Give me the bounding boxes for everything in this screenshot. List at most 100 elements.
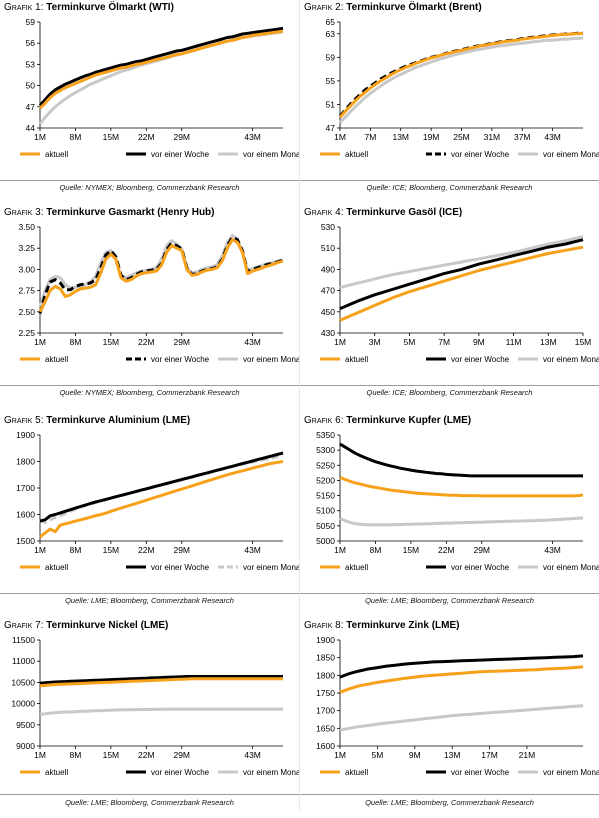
series-line-aktuell [339,665,584,694]
x-tick-label: 29M [473,545,490,555]
x-tick-label: 15M [103,337,120,347]
x-tick-label: 7M [438,337,450,347]
legend-label-vor-einem-monat: vor einem Monat [543,563,599,572]
x-tick-label: 1M [334,337,346,347]
x-tick-label: 15M [103,545,120,555]
series-line-vor-einem-monat [339,704,584,732]
chart-source: Quelle: LME; Bloomberg, Commerzbank Rese… [65,798,234,807]
y-tick-label: 1850 [316,653,335,663]
y-tick-label: 53 [26,59,36,69]
x-tick-label: 29M [173,337,190,347]
y-tick-label: 5150 [316,491,335,501]
legend-label-aktuell: aktuell [345,150,368,159]
y-tick-label: 1650 [316,723,335,733]
series-line-vor-einem-monat [339,235,584,289]
legend-label-vor-einer-woche: vor einer Woche [151,768,210,777]
x-tick-label: 43M [244,132,261,142]
x-tick-label: 29M [173,545,190,555]
series-line-aktuell [339,245,584,322]
legend-label-vor-einem-monat: vor einem Monat [243,355,299,364]
x-tick-label: 1M [34,545,46,555]
legend-label-vor-einem-monat: vor einem Monat [243,150,299,159]
x-tick-label: 5M [404,337,416,347]
chart-source: Quelle: ICE; Bloomberg, Commerzbank Rese… [366,388,533,397]
x-tick-label: 11M [506,337,522,347]
series-line-vor-einem-monat [339,516,584,527]
x-tick-label: 22M [138,132,155,142]
x-tick-label: 8M [70,132,82,142]
x-tick-label: 22M [438,545,455,555]
y-tick-label: 44 [26,123,36,133]
chart-title: Grafik 2: Terminkurve Ölmarkt (Brent) [304,2,482,13]
y-tick-label: 430 [321,328,335,338]
series-line-aktuell [339,476,584,498]
chart-title: Grafik 6: Terminkurve Kupfer (LME) [304,415,472,426]
legend-label-aktuell: aktuell [45,355,68,364]
legend-label-aktuell: aktuell [45,768,68,777]
y-tick-label: 1800 [16,457,35,467]
chart-kupfer: 5000 5050 5100 5150 5200 5250 5300 5350 1M 8M 15M 2… [316,430,599,572]
y-tick-label: 5100 [316,506,335,516]
x-tick-label: 13M [444,750,461,760]
chart-panel-henry-hub: Grafik 3: Terminkurve Gasmarkt (Henry Hub… [0,205,299,405]
chart-title: Grafik 3: Terminkurve Gasmarkt (Henry Hub… [4,207,215,218]
series-line-vor-einer-woche [339,238,584,310]
chart-source: Quelle: LME; Bloomberg, Commerzbank Rese… [65,596,234,605]
y-tick-label: 2.75 [18,286,35,296]
series-line-vor-einer-woche [38,235,284,314]
x-tick-label: 15M [103,132,120,142]
x-tick-label: 43M [244,337,261,347]
y-tick-label: 5300 [316,445,335,455]
y-tick-label: 1900 [316,635,335,645]
legend-label-aktuell: aktuell [345,563,368,572]
y-tick-label: 47 [326,123,336,133]
chart-gasoel: 430 450 470 490 510 530 1M 3M 5M 7M 9M 11M 13M 15M akt… [320,222,599,364]
chart-nickel: 9000 9500 10000 10500 11000 11500 1M 8M 15M 22M 29… [11,635,299,777]
x-tick-label: 15M [575,337,592,347]
x-tick-label: 15M [403,545,420,555]
panel-rule [300,794,599,795]
x-tick-label: 3M [369,337,381,347]
y-tick-label: 2.50 [18,307,35,317]
x-tick-label: 13M [540,337,557,347]
chart-zink: 1600 1650 1700 1750 1800 1850 1900 1M 5M 9M 13M 17M… [316,635,599,777]
series-line-vor-einem-monat [39,707,283,717]
y-tick-label: 1600 [16,510,35,520]
x-tick-label: 21M [519,750,536,760]
chart-panel-kupfer: Grafik 6: Terminkurve Kupfer (LME) 5000 50… [300,413,599,613]
y-tick-label: 510 [321,243,335,253]
series-line-vor-einer-woche [338,31,583,118]
legend-label-vor-einer-woche: vor einer Woche [451,150,510,159]
y-tick-label: 50 [26,81,36,91]
x-tick-label: 17M [481,750,498,760]
series-line-vor-einem-monat [338,36,584,124]
chart-wti: 44 47 50 53 56 59 1M 8M 15M 22M 29M 43M aktuell vor e… [20,17,299,159]
x-tick-label: 1M [34,337,46,347]
y-tick-label: 63 [326,29,336,39]
x-tick-label: 22M [138,337,155,347]
legend-label-vor-einem-monat: vor einem Monat [543,768,599,777]
chart-source: Quelle: LME; Bloomberg, Commerzbank Rese… [365,596,534,605]
y-tick-label: 47 [26,102,36,112]
legend-label-vor-einer-woche: vor einer Woche [451,563,510,572]
legend-label-vor-einer-woche: vor einer Woche [451,768,510,777]
series-line-vor-einem-monat [39,454,284,524]
series-line-aktuell [39,677,283,688]
x-tick-label: 8M [70,545,82,555]
chart-source: Quelle: ICE; Bloomberg, Commerzbank Rese… [366,183,533,192]
y-tick-label: 59 [26,17,36,27]
y-tick-label: 1800 [316,670,335,680]
x-tick-label: 29M [173,132,190,142]
y-tick-label: 450 [321,307,335,317]
series-line-aktuell [39,460,284,539]
y-tick-label: 51 [326,99,336,109]
y-tick-label: 11500 [12,635,35,645]
x-tick-label: 1M [334,750,346,760]
chart-henry-hub: 2.25 2.50 2.75 3.00 3.25 3.50 1M 8M 15M 22M 29M 43M… [18,222,299,364]
chart-panel-aluminium: Grafik 5: Terminkurve Aluminium (LME) 150… [0,413,299,613]
x-tick-label: 9M [409,750,421,760]
y-tick-label: 490 [321,264,335,274]
x-tick-label: 8M [70,750,82,760]
y-tick-label: 1600 [316,741,335,751]
column-divider [299,0,300,811]
